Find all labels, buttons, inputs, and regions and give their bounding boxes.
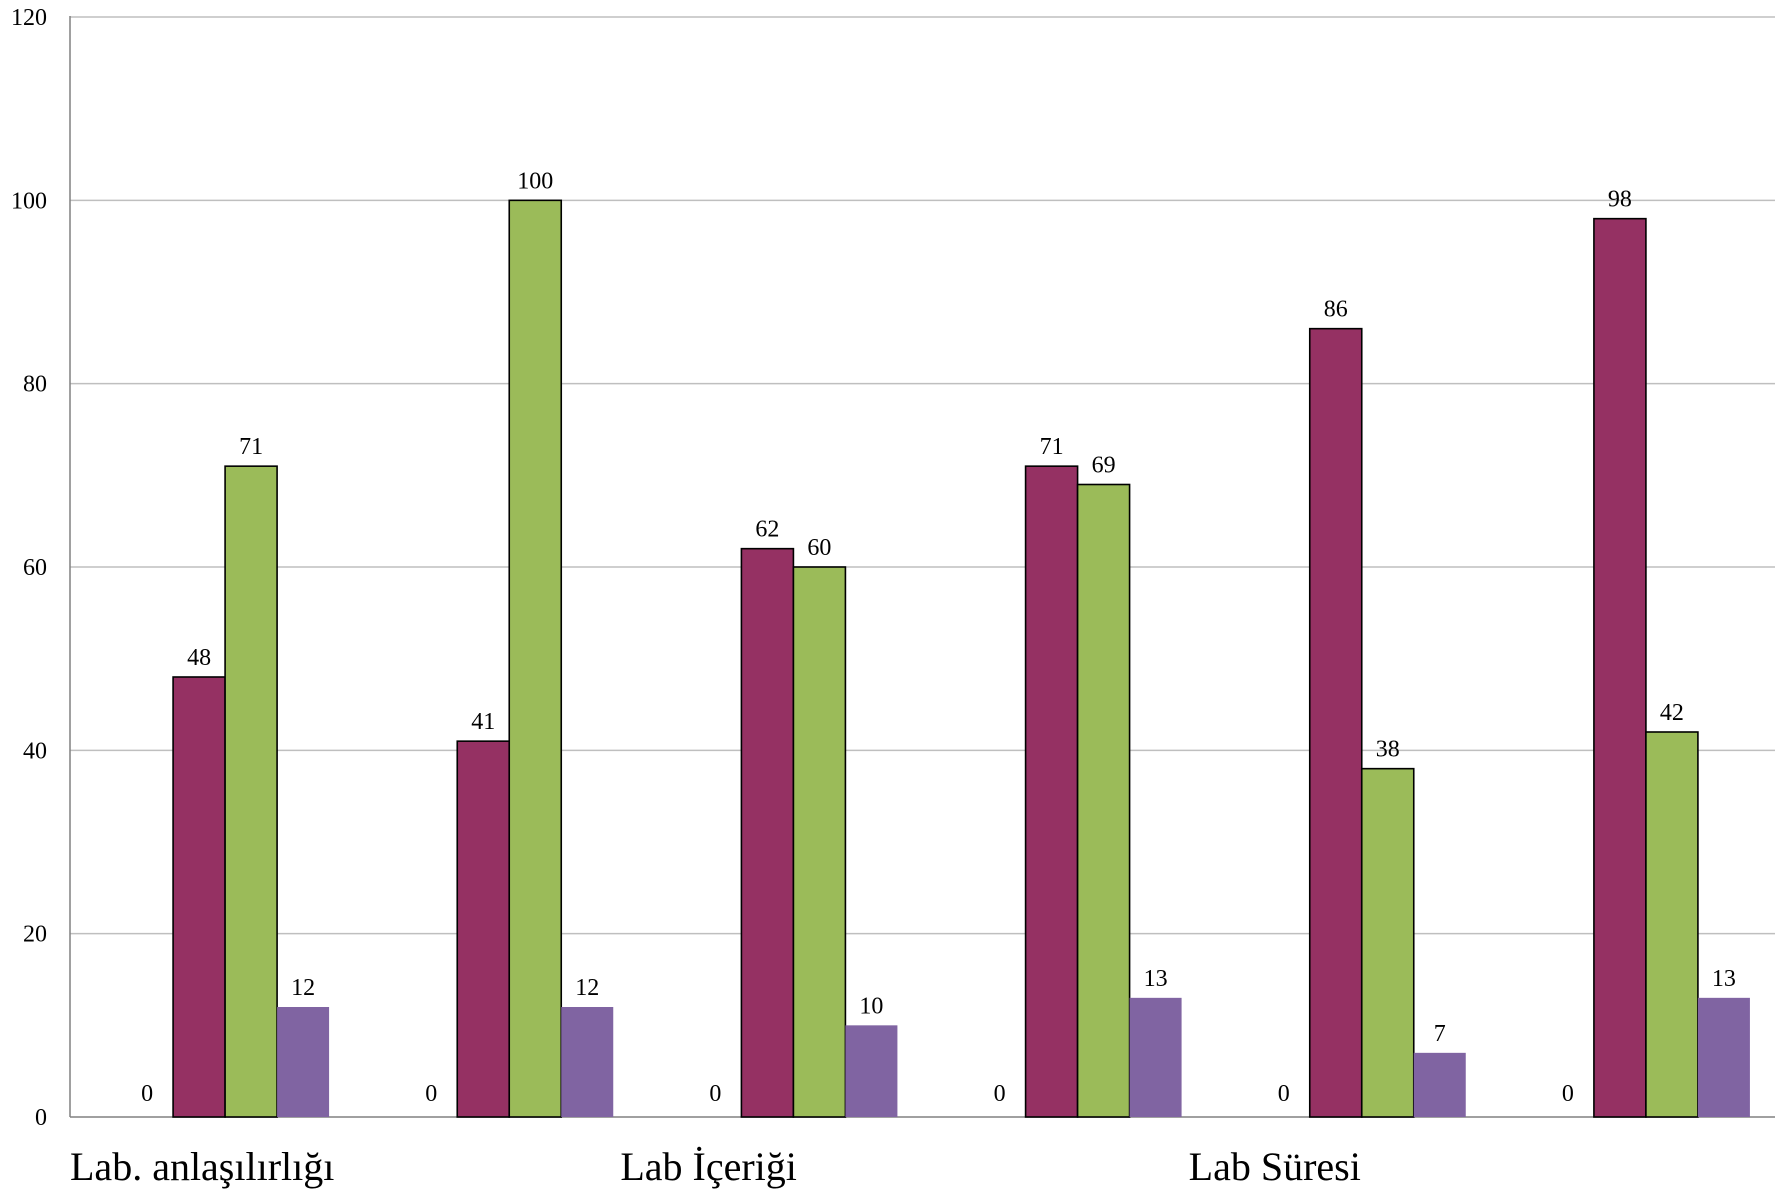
y-tick-label: 120: [11, 5, 47, 31]
data-label: 0: [994, 1081, 1006, 1107]
bar: [224, 465, 278, 1118]
gridlines: [70, 16, 1775, 935]
bar: [277, 1007, 330, 1117]
y-tick-label: 20: [23, 922, 47, 948]
data-labels: 0487112041100120626010071691308638709842…: [141, 168, 1736, 1107]
data-label: 42: [1660, 700, 1684, 726]
data-label: 100: [517, 168, 553, 194]
data-label: 41: [471, 709, 495, 735]
bar: [508, 199, 563, 1118]
bar: [740, 547, 795, 1118]
axes: [69, 16, 1775, 1118]
data-label: 0: [1562, 1081, 1574, 1107]
data-label: 71: [239, 434, 263, 460]
data-label: 98: [1608, 187, 1632, 213]
data-label: 7: [1434, 1021, 1446, 1047]
y-tick-label: 80: [23, 372, 47, 398]
y-tick-label: 0: [35, 1105, 47, 1131]
bar: [1076, 483, 1131, 1118]
group-labels: Lab. anlaşılırlığı Lab İçeriği Lab Süresi: [70, 1144, 1361, 1189]
bar: [456, 740, 511, 1118]
bar: [1697, 997, 1750, 1117]
data-label: 38: [1376, 737, 1400, 763]
data-label: 60: [807, 535, 831, 561]
y-tick-labels: 0 20 40 60 80 100 120: [11, 5, 47, 1131]
data-label: 13: [1144, 966, 1168, 992]
data-label: 13: [1712, 966, 1736, 992]
group-label: Lab İçeriği: [620, 1144, 797, 1189]
bar: [1360, 767, 1415, 1118]
data-label: 12: [575, 975, 599, 1001]
bar: [1645, 731, 1699, 1118]
bar: [1024, 465, 1079, 1118]
data-label: 69: [1092, 453, 1116, 479]
data-label: 0: [141, 1081, 153, 1107]
data-label: 10: [859, 993, 883, 1019]
bar: [1129, 997, 1182, 1117]
bar: [1413, 1052, 1466, 1117]
data-label: 71: [1040, 434, 1064, 460]
bar: [792, 566, 847, 1118]
bar: [561, 1007, 614, 1117]
bar: [1308, 327, 1363, 1118]
group-label: Lab. anlaşılırlığı: [70, 1144, 334, 1189]
y-tick-label: 40: [23, 738, 47, 764]
data-label: 62: [755, 517, 779, 543]
data-label: 48: [187, 645, 211, 671]
bars: [172, 199, 1750, 1118]
bar: [1593, 217, 1647, 1118]
bar: [172, 676, 226, 1118]
data-label: 0: [425, 1081, 437, 1107]
data-label: 86: [1324, 297, 1348, 323]
bar: [845, 1025, 898, 1117]
data-label: 0: [709, 1081, 721, 1107]
data-label: 12: [291, 975, 315, 1001]
y-tick-label: 60: [23, 555, 47, 581]
y-tick-label: 100: [11, 188, 47, 214]
data-label: 0: [1278, 1081, 1290, 1107]
group-label: Lab Süresi: [1189, 1144, 1361, 1189]
